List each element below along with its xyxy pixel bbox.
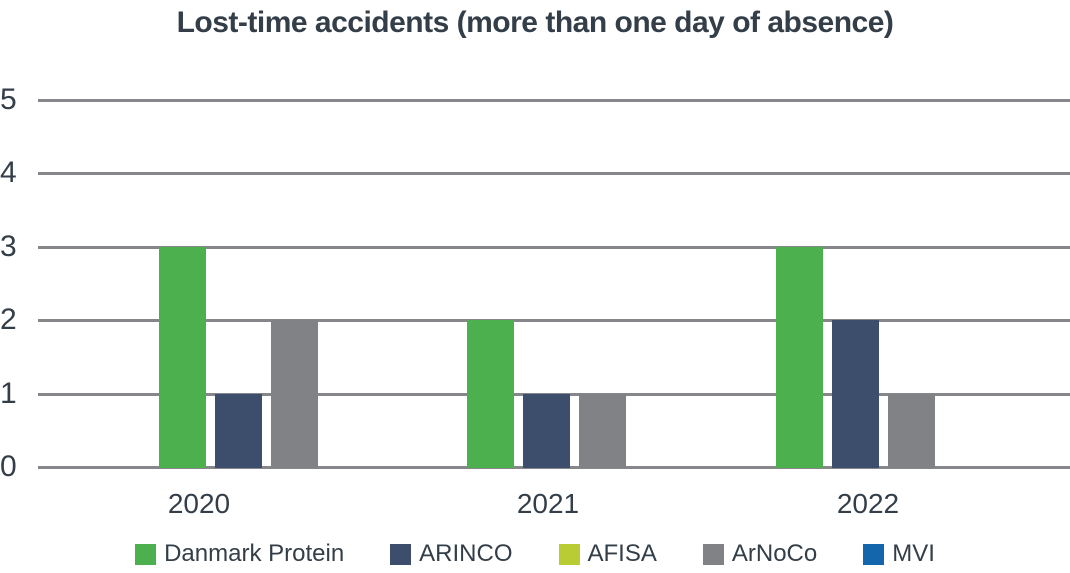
legend-label: ArNoCo: [731, 540, 818, 567]
legend-swatch-icon: [702, 543, 724, 565]
bar-2020-arnoco: [271, 320, 318, 468]
legend-item-danmark-protein: Danmark Protein: [135, 540, 344, 568]
bar-2021-arnoco: [579, 393, 626, 468]
y-tick-label-0: 0: [0, 450, 17, 483]
legend-item-arnoco: ArNoCo: [702, 540, 818, 568]
y-tick-label-2: 2: [0, 303, 17, 337]
legend-swatch-icon: [863, 543, 885, 565]
gridline-y4: [38, 172, 1070, 176]
y-tick-label-3: 3: [0, 229, 17, 263]
x-tick-label-2022: 2022: [836, 488, 900, 519]
legend-label: ARINCO: [419, 540, 513, 567]
bar-2021-danmark-protein: [467, 320, 514, 468]
legend-item-arinco: ARINCO: [390, 540, 513, 568]
bar-2022-danmark-protein: [776, 246, 823, 468]
bar-2022-arnoco: [888, 393, 935, 468]
chart-title: Lost-time accidents (more than one day o…: [176, 6, 894, 39]
x-tick-label-2020: 2020: [167, 488, 231, 519]
bar-2020-arinco: [215, 393, 262, 468]
legend-label: AFISA: [587, 540, 657, 567]
bar-2021-arinco: [523, 393, 570, 468]
gridline-y2: [38, 319, 1070, 323]
x-tick-label-2021: 2021: [516, 488, 580, 519]
bar-2022-arinco: [832, 320, 879, 468]
legend-label: Danmark Protein: [164, 540, 345, 567]
legend-item-afisa: AFISA: [558, 540, 657, 568]
y-tick-label-4: 4: [0, 156, 17, 190]
legend-swatch-icon: [135, 543, 157, 565]
legend-label: MVI: [892, 540, 935, 567]
y-tick-label-5: 5: [0, 83, 17, 116]
bar-2020-danmark-protein: [159, 246, 206, 468]
legend-swatch-icon: [558, 543, 580, 565]
legend-item-mvi: MVI: [863, 540, 935, 568]
legend: Danmark Protein ARINCO AFISA ArNoCo MVI: [0, 540, 1070, 568]
gridline-y3: [38, 245, 1070, 249]
y-tick-label-1: 1: [0, 376, 17, 410]
legend-swatch-icon: [390, 543, 412, 565]
gridline-y5: [38, 99, 1070, 102]
